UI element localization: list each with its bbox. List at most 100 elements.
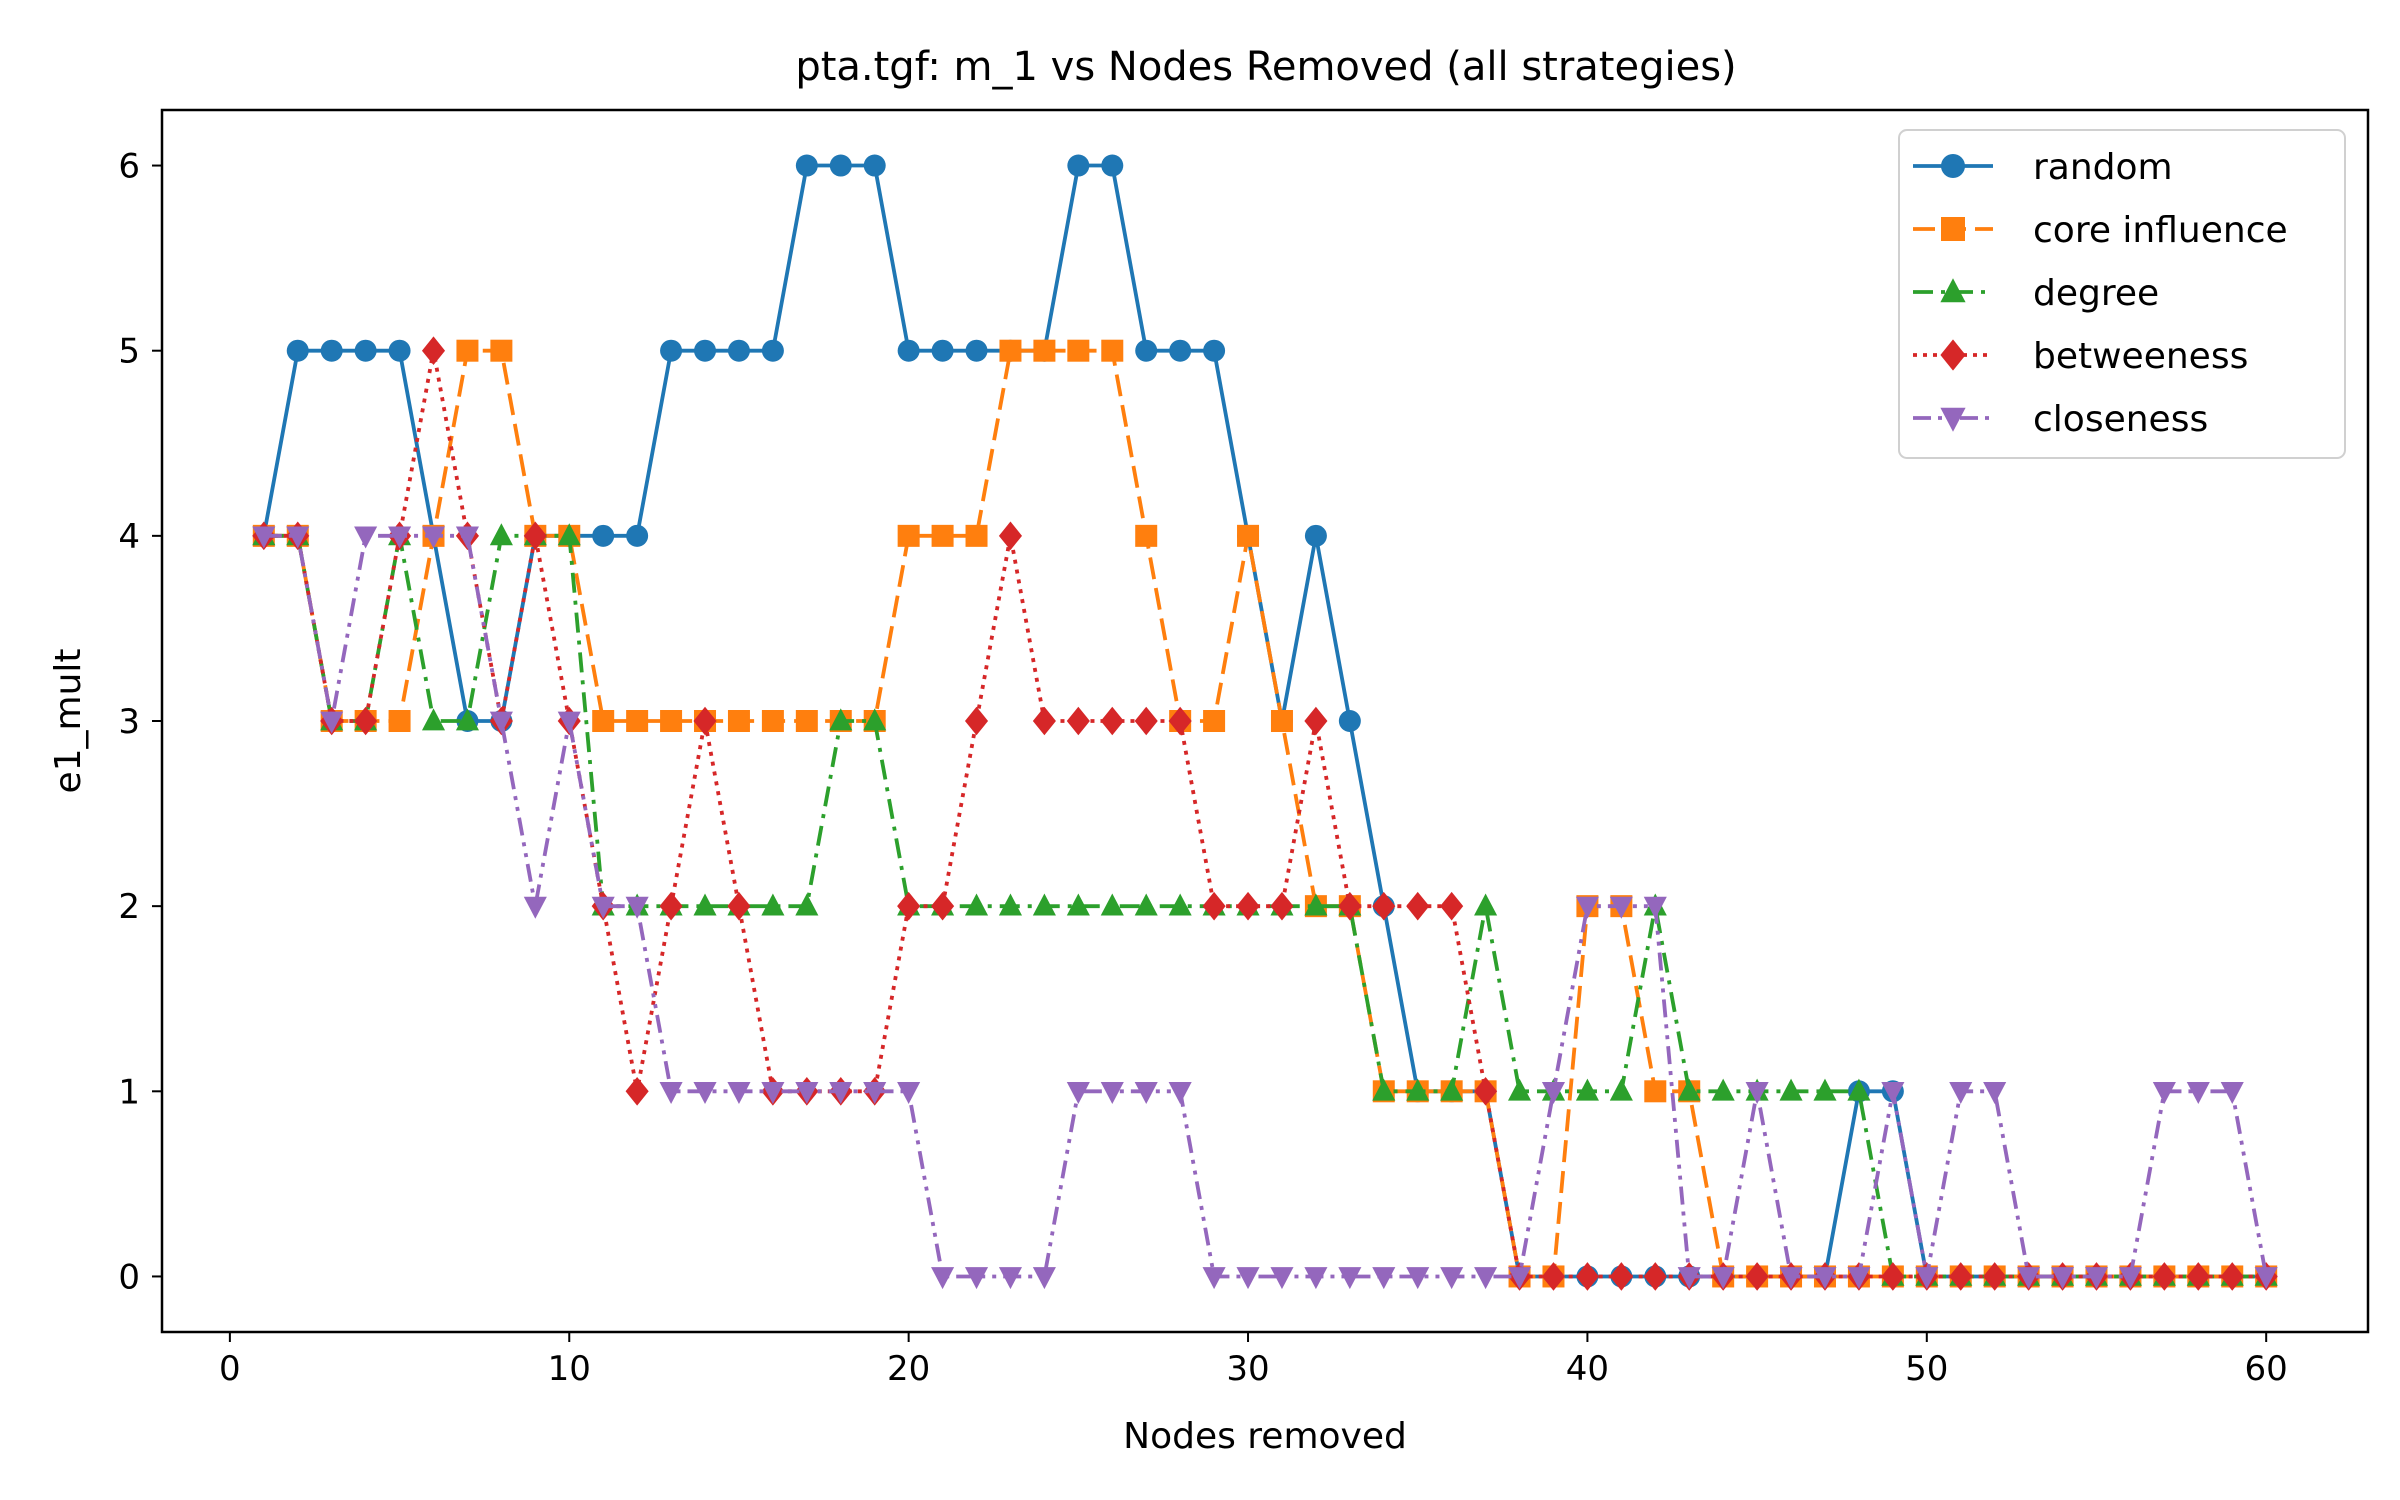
data-point bbox=[2186, 1081, 2210, 1104]
data-point bbox=[354, 526, 378, 549]
y-tick-label: 6 bbox=[118, 147, 140, 187]
data-point bbox=[1575, 1078, 1599, 1101]
legend-marker bbox=[1941, 154, 1965, 178]
legend-marker bbox=[1940, 278, 1966, 303]
data-point bbox=[659, 891, 683, 921]
data-point bbox=[1067, 339, 1090, 362]
data-point bbox=[999, 339, 1022, 362]
data-point bbox=[625, 896, 649, 919]
legend-entry: betweeness bbox=[1913, 336, 2248, 377]
data-point bbox=[1304, 524, 1327, 547]
data-point bbox=[1847, 1267, 1871, 1290]
y-axis-label: e1_mult bbox=[48, 648, 89, 793]
data-point bbox=[931, 524, 954, 547]
data-point bbox=[1270, 710, 1293, 732]
data-point bbox=[1541, 1081, 1566, 1104]
data-point bbox=[1440, 1078, 1464, 1101]
data-point bbox=[1032, 706, 1056, 736]
data-point bbox=[1575, 1262, 1599, 1291]
legend-entry: closeness bbox=[1913, 399, 2208, 440]
data-point bbox=[557, 711, 581, 734]
x-tick-label: 20 bbox=[887, 1349, 930, 1389]
data-point bbox=[2220, 1262, 2244, 1291]
data-point bbox=[727, 891, 751, 921]
data-point bbox=[320, 339, 343, 362]
y-tick-label: 4 bbox=[118, 517, 140, 557]
data-point bbox=[1032, 893, 1056, 916]
data-point bbox=[2051, 1267, 2075, 1290]
data-point bbox=[489, 523, 513, 546]
x-tick-label: 40 bbox=[1566, 1349, 1609, 1389]
data-point bbox=[1338, 1267, 1362, 1290]
data-point bbox=[388, 339, 411, 362]
data-point bbox=[1983, 1081, 2007, 1104]
data-point bbox=[1507, 1078, 1532, 1101]
data-point bbox=[1609, 1262, 1633, 1291]
data-point bbox=[693, 1081, 717, 1104]
series-line bbox=[263, 350, 2267, 1279]
data-point bbox=[1067, 154, 1090, 177]
data-point bbox=[2186, 1262, 2210, 1291]
data-point bbox=[1202, 891, 1226, 921]
data-point bbox=[659, 1081, 683, 1104]
series-core-influence bbox=[252, 339, 2278, 1288]
data-point bbox=[897, 524, 920, 547]
data-point bbox=[2254, 1267, 2278, 1290]
data-point bbox=[1203, 710, 1226, 732]
data-point bbox=[1643, 896, 1667, 919]
data-point bbox=[1304, 706, 1328, 736]
data-point bbox=[761, 339, 784, 362]
data-point bbox=[897, 1081, 921, 1104]
data-point bbox=[388, 526, 412, 549]
data-point bbox=[1203, 339, 1226, 362]
data-point bbox=[1541, 1262, 1566, 1291]
data-point bbox=[1677, 1078, 1701, 1101]
data-point bbox=[1983, 1262, 2007, 1291]
data-point bbox=[1236, 1267, 1260, 1290]
data-point bbox=[1372, 1267, 1396, 1290]
data-point bbox=[1100, 1081, 1124, 1104]
legend-marker bbox=[1940, 339, 1966, 371]
data-point bbox=[693, 706, 717, 736]
data-point bbox=[1135, 524, 1158, 547]
data-point bbox=[964, 1267, 989, 1290]
data-point bbox=[829, 708, 853, 731]
data-point bbox=[626, 524, 649, 547]
data-point bbox=[998, 521, 1023, 551]
y-tick-label: 0 bbox=[118, 1257, 140, 1297]
data-point bbox=[1474, 893, 1498, 916]
data-point bbox=[592, 710, 615, 732]
data-point bbox=[1134, 893, 1158, 916]
data-point bbox=[286, 526, 310, 549]
legend: random core influence degree betweeness clos… bbox=[1898, 129, 2346, 459]
data-point bbox=[1100, 706, 1124, 736]
data-point bbox=[2118, 1267, 2142, 1290]
series-line bbox=[263, 348, 2267, 1279]
data-point bbox=[1847, 1078, 1871, 1101]
data-point bbox=[1575, 896, 1599, 919]
data-point bbox=[727, 710, 750, 732]
legend-marker bbox=[1941, 217, 1965, 241]
data-point bbox=[795, 893, 819, 916]
data-point bbox=[2152, 1262, 2176, 1291]
data-point bbox=[1440, 891, 1464, 921]
data-point bbox=[727, 339, 750, 362]
data-point bbox=[795, 1081, 819, 1104]
data-point bbox=[1677, 1267, 1701, 1290]
data-point bbox=[795, 154, 818, 177]
data-point bbox=[965, 524, 988, 547]
data-point bbox=[592, 524, 615, 547]
data-point bbox=[354, 706, 378, 736]
data-point bbox=[1779, 1078, 1803, 1101]
data-point bbox=[1338, 891, 1362, 921]
data-point bbox=[1406, 891, 1430, 921]
data-point bbox=[1304, 1267, 1328, 1290]
data-point bbox=[1507, 1267, 1532, 1290]
data-point bbox=[1338, 710, 1361, 732]
data-point bbox=[1949, 1081, 1973, 1104]
plot-area bbox=[252, 154, 2278, 1291]
data-point bbox=[1474, 1267, 1498, 1290]
data-point bbox=[1881, 1262, 1905, 1291]
data-point bbox=[1372, 1078, 1396, 1101]
data-point bbox=[1168, 893, 1192, 916]
